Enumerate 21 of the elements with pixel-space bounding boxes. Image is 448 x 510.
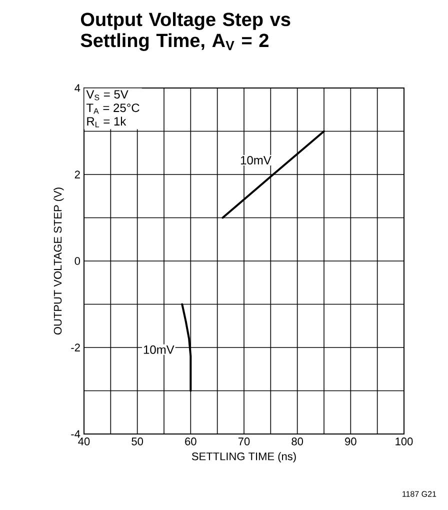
chart-title: Output Voltage Step vs Settling Time, A$_{V}$ = 2 [80,12,290,51]
annotation: V$_{S}$ = 5V [86,90,128,100]
y-tick-label: 0 [74,257,80,265]
y-tick-label: -2 [71,344,80,352]
annotation: R$_{L}$ = 1k [87,116,126,128]
annotation: 10mV [144,345,174,354]
annotation: 10mV [240,156,272,164]
x-tick-label: 40 [78,438,90,446]
x-tick-label: 100 [396,438,413,446]
x-axis-title: SETTLING TIME (ns) [192,452,296,462]
x-tick-label: 90 [345,438,356,446]
y-tick-label: 2 [74,170,80,178]
y-axis-title: OUTPUT VOLTAGE STEP (V) [54,188,64,335]
y-tick-label: 4 [74,84,80,92]
x-tick-label: 70 [238,438,250,446]
x-tick-label: 80 [292,438,304,446]
text: 1187 G21 [402,491,436,497]
annotation: T$_{A}$ = 25°C [86,104,140,114]
y-tick-label: -4 [71,430,80,438]
x-tick-label: 60 [185,438,196,446]
x-tick-label: 50 [132,438,144,446]
